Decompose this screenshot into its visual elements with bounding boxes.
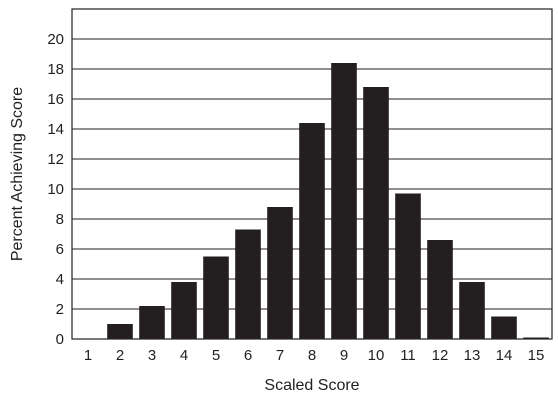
bar-9 <box>331 63 357 339</box>
bar-10 <box>363 87 389 339</box>
y-axis-title: Percent Achieving Score <box>9 87 26 261</box>
bars <box>107 63 549 339</box>
bar-7 <box>267 207 293 339</box>
bar-3 <box>139 306 165 339</box>
x-tick-label: 5 <box>212 347 220 364</box>
y-tick-label: 12 <box>47 151 64 168</box>
bar-5 <box>203 256 229 339</box>
x-tick-labels: 1 2 3 4 5 6 7 8 9 10 11 12 13 14 15 <box>84 347 545 364</box>
x-tick-label: 11 <box>400 347 416 364</box>
y-tick-label: 16 <box>47 91 64 108</box>
x-tick-label: 7 <box>276 347 284 364</box>
x-axis-title: Scaled Score <box>264 377 359 394</box>
bar-15 <box>523 337 549 339</box>
x-tick-label: 8 <box>308 347 316 364</box>
x-tick-label: 6 <box>244 347 252 364</box>
x-tick-label: 14 <box>496 347 513 364</box>
y-tick-labels: 0 2 4 6 8 10 12 14 16 18 20 <box>47 31 64 348</box>
bar-11 <box>395 193 421 339</box>
x-tick-label: 15 <box>528 347 545 364</box>
y-tick-label: 6 <box>56 241 64 258</box>
y-tick-label: 4 <box>56 271 64 288</box>
bar-13 <box>459 282 485 339</box>
bar-4 <box>171 282 197 339</box>
y-tick-label: 2 <box>56 301 64 318</box>
bar-2 <box>107 324 133 339</box>
y-tick-label: 8 <box>56 211 64 228</box>
y-tick-label: 18 <box>47 61 64 78</box>
bar-12 <box>427 240 453 339</box>
x-tick-label: 2 <box>116 347 124 364</box>
y-tick-label: 10 <box>47 181 64 198</box>
bar-6 <box>235 229 261 339</box>
bar-8 <box>299 123 325 339</box>
y-tick-label: 0 <box>56 331 64 348</box>
x-tick-label: 3 <box>148 347 156 364</box>
x-tick-label: 1 <box>84 347 92 364</box>
x-tick-label: 13 <box>464 347 481 364</box>
x-tick-label: 10 <box>368 347 385 364</box>
y-tick-label: 14 <box>47 121 64 138</box>
x-tick-label: 4 <box>180 347 188 364</box>
x-tick-label: 9 <box>340 347 348 364</box>
x-tick-label: 12 <box>432 347 449 364</box>
y-tick-label: 20 <box>47 31 64 48</box>
bar-14 <box>491 316 517 339</box>
